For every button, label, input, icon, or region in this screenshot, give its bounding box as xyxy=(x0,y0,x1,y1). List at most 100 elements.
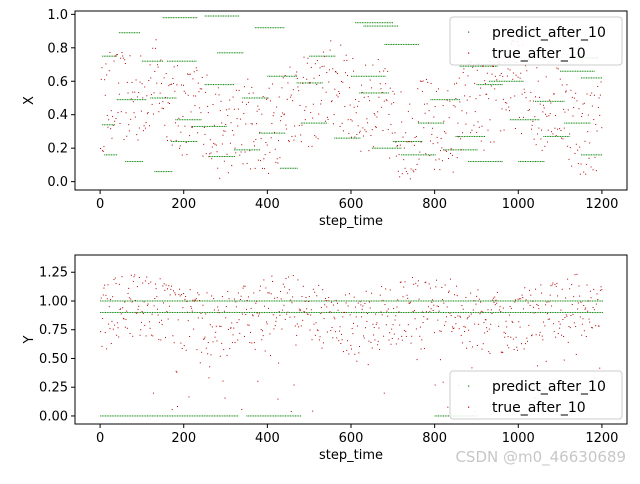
true-point xyxy=(333,114,335,116)
true-point xyxy=(142,282,144,284)
true-point xyxy=(368,150,370,152)
predict-point xyxy=(384,43,386,45)
predict-point xyxy=(203,125,205,127)
true-point xyxy=(145,122,147,124)
predict-point xyxy=(357,75,359,77)
predict-point xyxy=(240,52,242,54)
predict-point xyxy=(340,311,342,313)
true-point xyxy=(262,167,264,169)
predict-point xyxy=(232,311,234,313)
predict-point xyxy=(543,311,545,313)
true-point xyxy=(389,289,391,291)
predict-point xyxy=(468,65,470,67)
predict-point xyxy=(240,300,242,302)
predict-point xyxy=(360,22,362,24)
predict-point xyxy=(466,65,468,67)
predict-point xyxy=(386,311,388,313)
true-point xyxy=(228,108,230,110)
true-point xyxy=(237,108,239,110)
predict-point xyxy=(407,154,409,156)
predict-point xyxy=(514,119,516,121)
predict-point xyxy=(494,161,496,163)
true-point xyxy=(476,69,478,71)
true-point xyxy=(573,97,575,99)
predict-point xyxy=(327,55,329,57)
predict-point xyxy=(125,99,127,101)
true-point xyxy=(199,362,201,364)
predict-point xyxy=(202,125,204,127)
predict-point xyxy=(479,311,481,313)
predict-point xyxy=(211,84,213,86)
predict-point xyxy=(473,135,475,137)
predict-point xyxy=(135,161,137,163)
predict-point xyxy=(175,60,177,62)
predict-point xyxy=(368,22,370,24)
true-point xyxy=(150,281,152,283)
predict-point xyxy=(237,311,239,313)
true-point xyxy=(555,135,557,137)
true-point xyxy=(177,405,179,407)
predict-point xyxy=(243,97,245,99)
true-point xyxy=(477,121,479,123)
predict-point xyxy=(583,70,585,72)
true-point xyxy=(244,285,246,287)
predict-point xyxy=(436,300,438,302)
predict-point xyxy=(208,311,210,313)
true-point xyxy=(296,71,298,73)
true-point xyxy=(253,145,255,147)
predict-point xyxy=(170,300,172,302)
predict-point xyxy=(436,311,438,313)
predict-point xyxy=(543,300,545,302)
true-point xyxy=(309,329,311,331)
true-point xyxy=(118,336,120,338)
true-point xyxy=(587,300,589,302)
predict-point xyxy=(182,17,184,19)
predict-point xyxy=(182,119,184,121)
true-point xyxy=(417,280,419,282)
predict-point xyxy=(136,300,138,302)
predict-point xyxy=(324,300,326,302)
predict-point xyxy=(345,137,347,139)
true-point xyxy=(425,281,427,283)
predict-point xyxy=(155,311,157,313)
predict-point xyxy=(238,149,240,151)
true-point xyxy=(251,342,253,344)
true-point xyxy=(504,336,506,338)
true-point xyxy=(136,134,138,136)
true-point xyxy=(351,120,353,122)
predict-point xyxy=(251,415,253,417)
true-point xyxy=(481,348,483,350)
predict-point xyxy=(434,122,436,124)
true-point xyxy=(449,100,451,102)
predict-point xyxy=(356,75,358,77)
predict-point xyxy=(536,300,538,302)
true-point xyxy=(390,124,392,126)
predict-point xyxy=(489,80,490,82)
true-point xyxy=(258,108,260,110)
true-point xyxy=(335,71,337,73)
predict-point xyxy=(167,60,168,62)
predict-point xyxy=(245,149,247,151)
true-point xyxy=(233,134,235,136)
predict-point xyxy=(460,135,462,137)
true-point xyxy=(110,342,112,344)
predict-point xyxy=(187,17,189,19)
true-point xyxy=(160,83,162,85)
predict-point xyxy=(339,137,341,139)
predict-point xyxy=(182,311,184,313)
predict-point xyxy=(235,149,237,151)
true-point xyxy=(413,283,415,285)
true-point xyxy=(373,327,375,329)
predict-point xyxy=(484,161,486,163)
true-point xyxy=(463,68,465,70)
true-point xyxy=(181,348,183,350)
predict-point xyxy=(301,82,303,84)
true-point xyxy=(341,339,343,341)
predict-point xyxy=(211,15,213,17)
true-point xyxy=(379,294,381,296)
true-point xyxy=(328,297,330,299)
true-point xyxy=(242,287,244,289)
true-point xyxy=(264,154,266,156)
predict-point xyxy=(250,149,252,151)
